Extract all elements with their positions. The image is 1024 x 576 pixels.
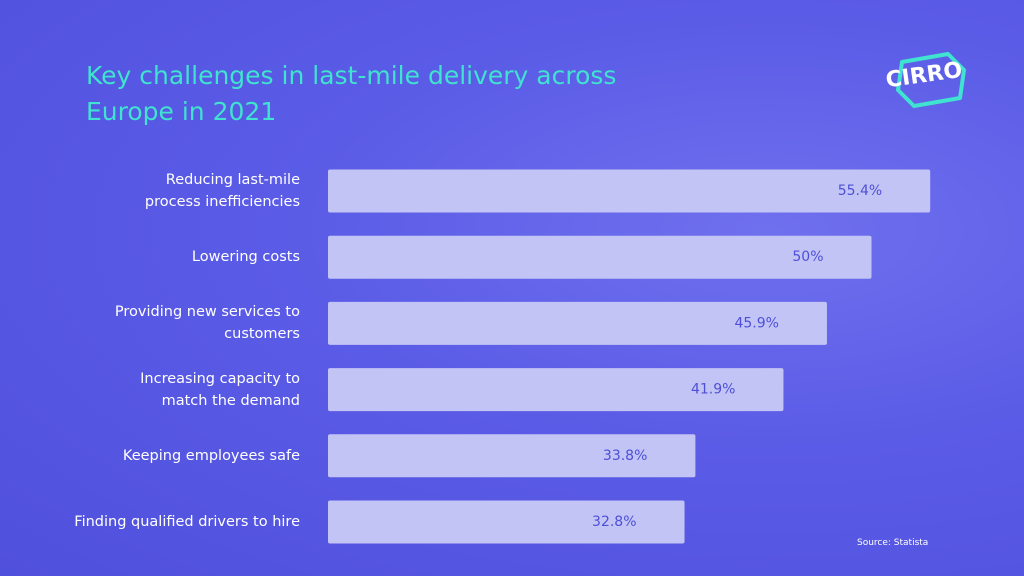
category-label: Lowering costs [191, 249, 300, 266]
value-label: 50% [792, 249, 823, 265]
category-label: Finding qualified drivers to hire [74, 514, 300, 530]
chart-title: Key challenges in last-mile delivery acr… [86, 61, 617, 126]
category-label: Reducing last-mile process inefficiencie… [144, 172, 300, 210]
bar [328, 500, 685, 544]
bar [328, 169, 931, 213]
bar [328, 434, 696, 478]
source-note: Source: Statista [857, 538, 929, 548]
value-label: 45.9% [734, 315, 778, 331]
bar [328, 235, 872, 279]
logo-frame [896, 52, 966, 108]
value-label: 41.9% [691, 382, 735, 398]
category-label: Providing new services to customers [114, 304, 300, 343]
value-label: 33.8% [603, 448, 647, 464]
category-label: Increasing capacity to match the demand [140, 370, 300, 409]
value-label: 55.4% [838, 183, 882, 199]
logo: CIRRO [884, 52, 966, 108]
logo-text: CIRRO [884, 58, 964, 93]
bar [328, 368, 784, 412]
value-label: 32.8% [592, 514, 636, 530]
bar [328, 301, 827, 345]
category-label: Keeping employees safe [122, 447, 300, 464]
